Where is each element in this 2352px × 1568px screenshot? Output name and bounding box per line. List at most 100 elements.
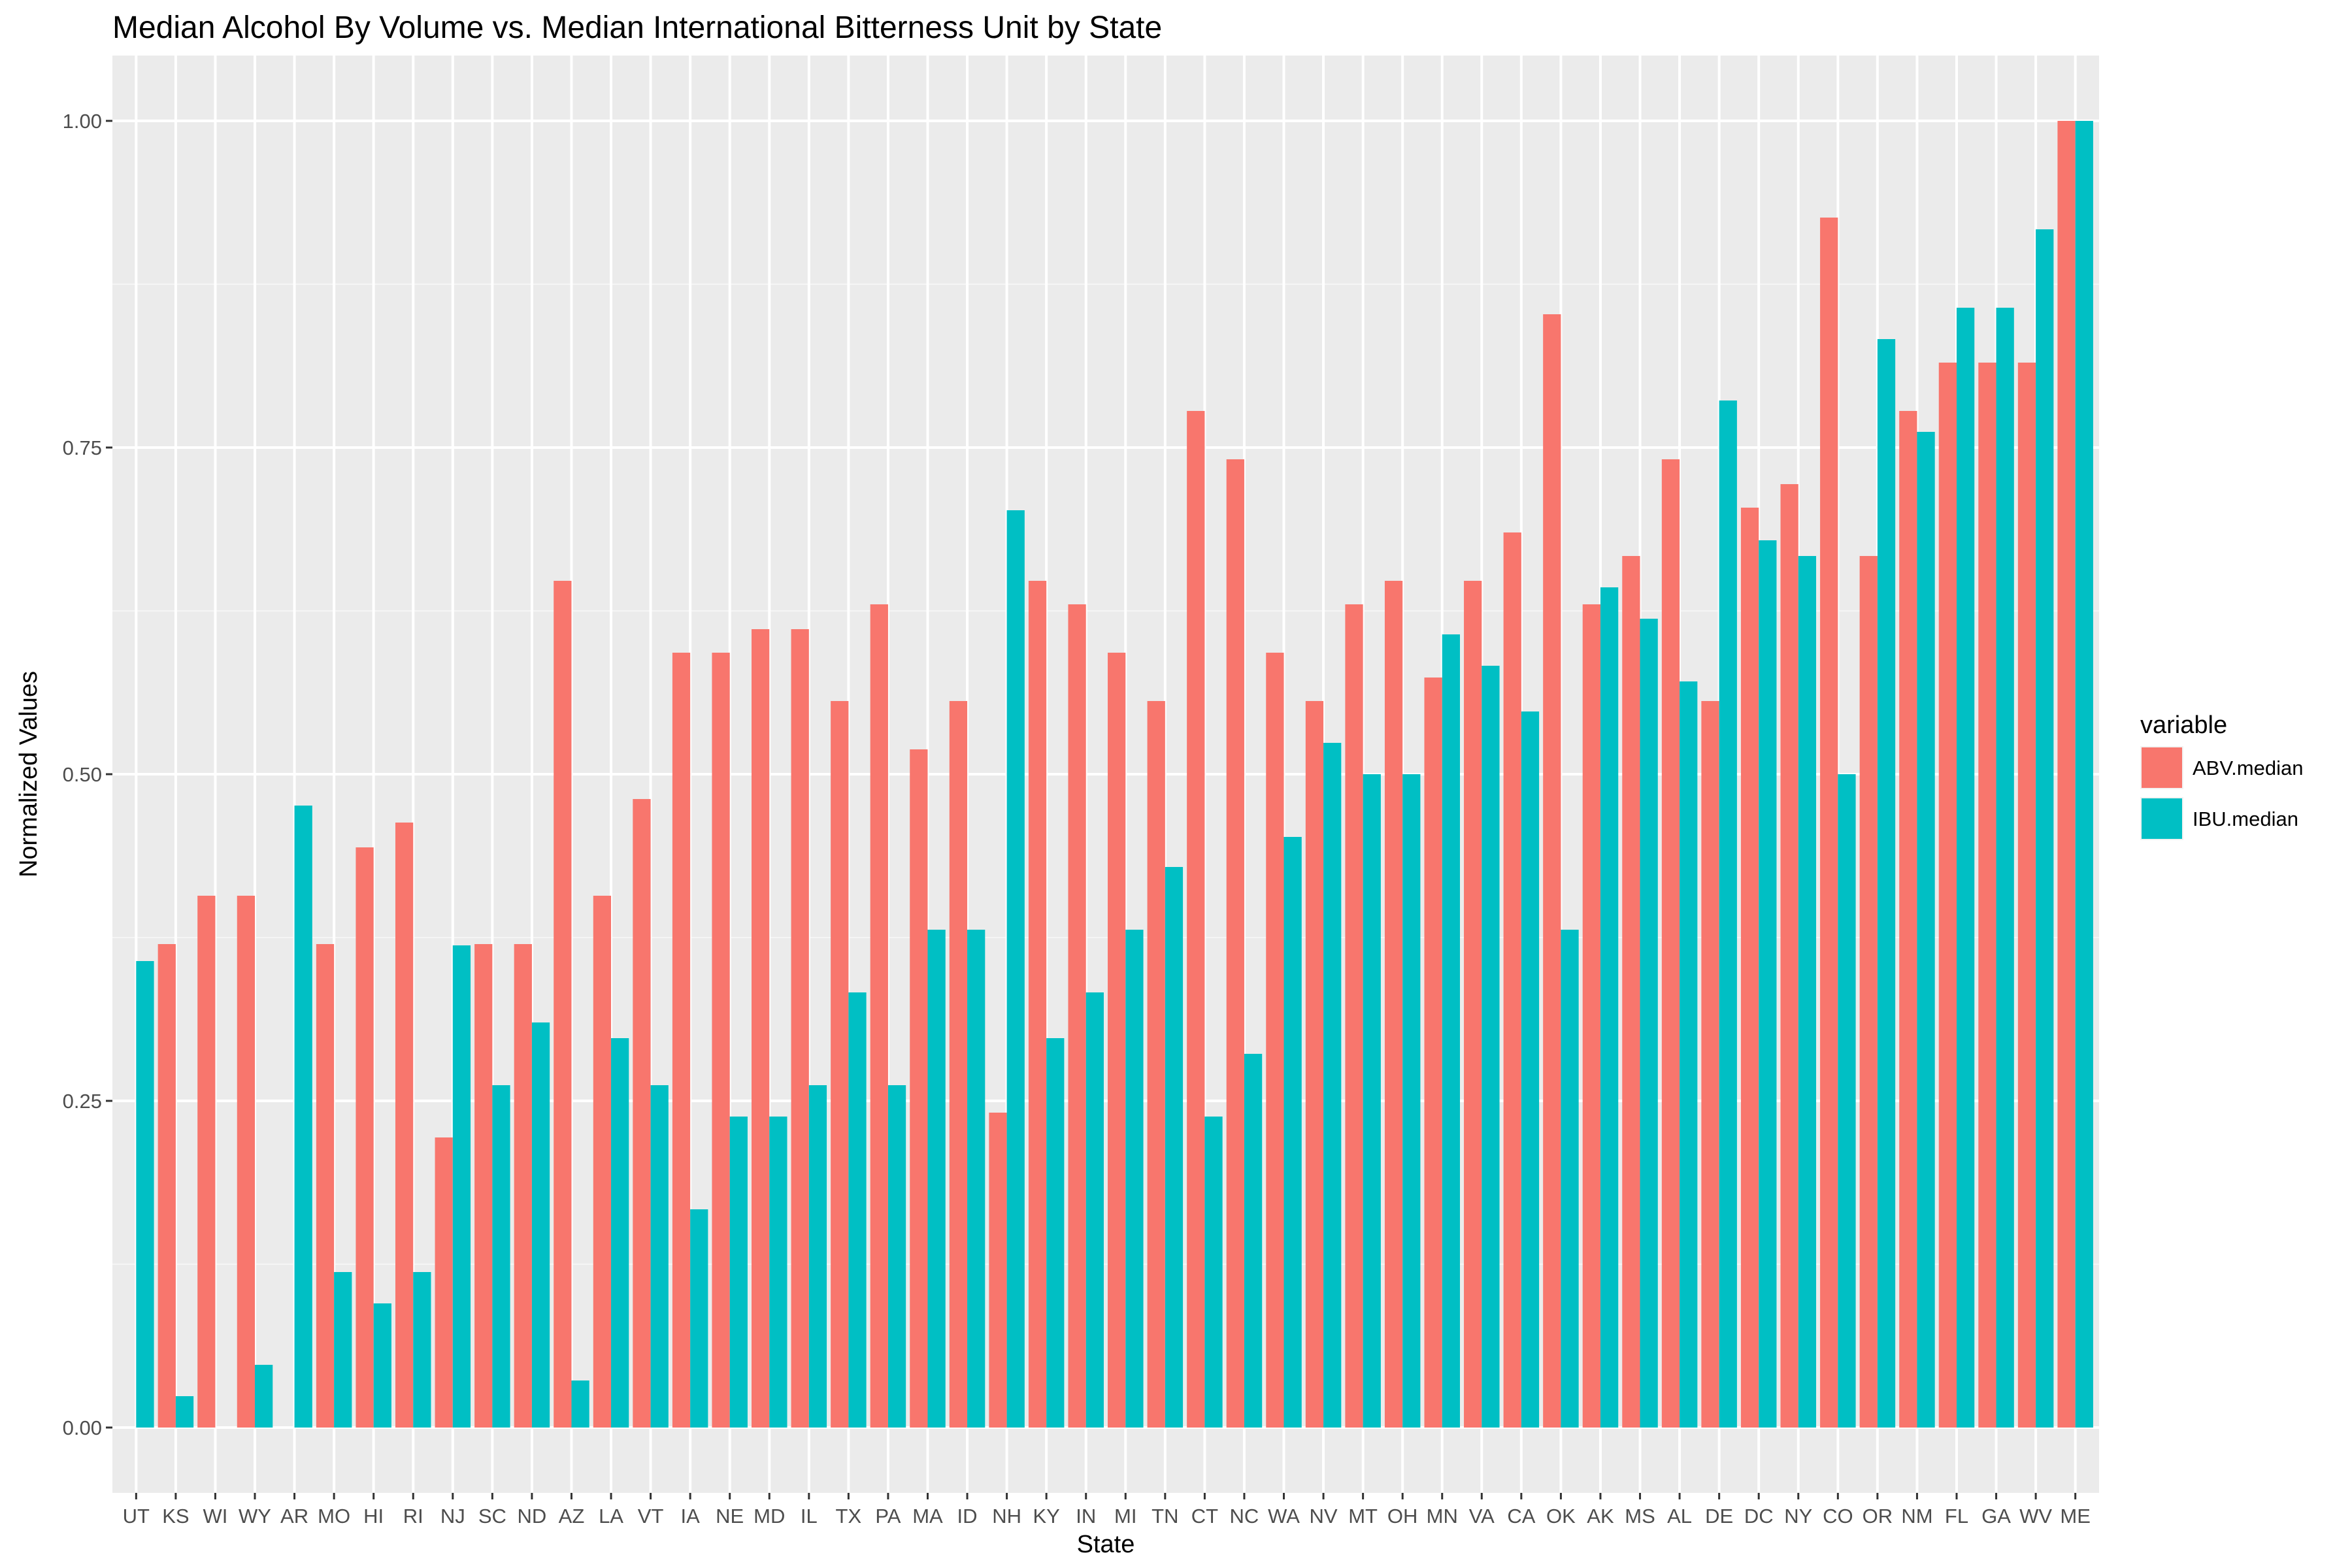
bar-ibu-mi xyxy=(1125,930,1144,1428)
bar-abv-in xyxy=(1068,604,1086,1428)
x-tick-label-co: CO xyxy=(1823,1505,1853,1527)
bar-ibu-va xyxy=(1482,666,1500,1428)
bar-abv-ga xyxy=(1978,363,1996,1428)
bar-ibu-nv xyxy=(1323,743,1342,1428)
bar-abv-mi xyxy=(1108,653,1126,1428)
x-tick-label-vt: VT xyxy=(638,1505,664,1527)
bar-ibu-de xyxy=(1719,400,1737,1428)
bar-abv-pa xyxy=(870,604,888,1428)
bar-abv-ks xyxy=(157,944,176,1428)
bar-ibu-fl xyxy=(1956,308,1975,1428)
bar-ibu-id xyxy=(967,930,986,1428)
bar-ibu-la xyxy=(611,1038,629,1428)
y-tick-label: 0.50 xyxy=(63,763,102,786)
bar-ibu-ri xyxy=(413,1272,431,1428)
bar-abv-wa xyxy=(1266,653,1284,1428)
legend: variable ABV.median IBU.median xyxy=(2140,711,2303,840)
bar-ibu-ca xyxy=(1521,711,1540,1428)
y-axis: 0.00 0.25 0.50 0.75 1.00 xyxy=(63,110,112,1439)
x-tick-label-ar: AR xyxy=(280,1505,308,1527)
bar-ibu-wy xyxy=(255,1365,273,1428)
bar-ibu-mt xyxy=(1363,774,1381,1428)
bar-ibu-al xyxy=(1680,681,1698,1428)
x-tick-label-wy: WY xyxy=(239,1505,271,1527)
bar-ibu-ga xyxy=(1996,308,2014,1428)
x-tick-label-ms: MS xyxy=(1625,1505,1655,1527)
bar-ibu-oh xyxy=(1402,774,1421,1428)
x-tick-label-dc: DC xyxy=(1744,1505,1774,1527)
bar-abv-de xyxy=(1701,701,1719,1428)
bar-abv-wi xyxy=(197,896,216,1428)
bar-abv-nm xyxy=(1899,411,1917,1428)
bar-ibu-az xyxy=(571,1380,589,1428)
bar-ibu-in xyxy=(1085,992,1104,1428)
x-tick-label-il: IL xyxy=(801,1505,818,1527)
bar-ibu-vt xyxy=(650,1085,669,1428)
bar-ibu-nd xyxy=(531,1022,550,1428)
bar-abv-nv xyxy=(1305,701,1324,1428)
x-axis: UT KS WI WY AR MO HI RI NJ SC ND AZ LA VT IA NE MD IL TX PA… xyxy=(123,1493,2091,1527)
bar-abv-tn xyxy=(1147,701,1165,1428)
bar-ibu-sc xyxy=(492,1085,510,1428)
bar-abv-ne xyxy=(712,653,730,1428)
bar-ibu-ut xyxy=(136,961,154,1428)
bar-ibu-ks xyxy=(175,1396,194,1428)
x-tick-label-ri: RI xyxy=(403,1505,423,1527)
x-tick-label-nv: NV xyxy=(1310,1505,1338,1527)
y-tick-label: 0.75 xyxy=(63,436,102,459)
bar-abv-hi xyxy=(356,847,374,1428)
bar-abv-me xyxy=(2057,121,2076,1428)
bar-abv-or xyxy=(1859,556,1878,1428)
bar-abv-wv xyxy=(2017,363,2036,1428)
bar-abv-ma xyxy=(910,749,928,1428)
bar-ibu-tx xyxy=(848,992,867,1428)
x-tick-label-nj: NJ xyxy=(440,1505,465,1527)
bar-ibu-co xyxy=(1838,774,1856,1428)
bar-ibu-nj xyxy=(452,945,471,1428)
bar-ibu-wa xyxy=(1284,837,1302,1428)
bar-abv-mt xyxy=(1345,604,1363,1428)
x-tick-label-mn: MN xyxy=(1427,1505,1458,1527)
bar-ibu-md xyxy=(769,1117,787,1428)
bar-abv-ri xyxy=(395,823,414,1428)
x-tick-label-tx: TX xyxy=(836,1505,862,1527)
bar-abv-co xyxy=(1820,218,1838,1428)
bar-ibu-pa xyxy=(887,1085,906,1428)
bar-abv-ky xyxy=(1028,581,1047,1428)
x-tick-label-ne: NE xyxy=(716,1505,744,1527)
x-tick-label-ak: AK xyxy=(1587,1505,1614,1527)
bar-abv-md xyxy=(752,629,770,1428)
bar-ibu-dc xyxy=(1759,540,1777,1428)
bar-abv-ia xyxy=(672,653,691,1428)
bar-ibu-me xyxy=(2075,121,2093,1428)
bar-ibu-mn xyxy=(1442,634,1460,1428)
legend-label-abv-median: ABV.median xyxy=(2193,757,2303,779)
bar-abv-ak xyxy=(1582,604,1600,1428)
x-tick-label-hi: HI xyxy=(363,1505,384,1527)
x-tick-label-nc: NC xyxy=(1230,1505,1259,1527)
x-tick-label-md: MD xyxy=(754,1505,785,1527)
bar-ibu-il xyxy=(808,1085,827,1428)
x-tick-label-ky: KY xyxy=(1033,1505,1059,1527)
bar-abv-sc xyxy=(474,944,493,1428)
legend-key-ibu-median xyxy=(2142,798,2182,839)
x-tick-label-fl: FL xyxy=(1945,1505,1968,1527)
x-tick-label-ut: UT xyxy=(123,1505,150,1527)
bar-ibu-tn xyxy=(1165,867,1184,1428)
bar-abv-ca xyxy=(1503,532,1521,1428)
bar-abv-ct xyxy=(1187,411,1205,1428)
bar-abv-il xyxy=(791,629,809,1428)
bar-abv-nj xyxy=(435,1137,453,1428)
x-tick-label-oh: OH xyxy=(1387,1505,1418,1527)
bar-ibu-nm xyxy=(1917,432,1935,1428)
chart-title: Median Alcohol By Volume vs. Median Inte… xyxy=(112,10,1162,45)
bar-ibu-ar xyxy=(294,806,312,1428)
x-tick-label-ok: OK xyxy=(1546,1505,1576,1527)
x-tick-label-wi: WI xyxy=(203,1505,228,1527)
bar-ibu-ok xyxy=(1561,930,1579,1428)
x-tick-label-pa: PA xyxy=(875,1505,901,1527)
bar-ibu-mo xyxy=(334,1272,352,1428)
x-tick-label-al: AL xyxy=(1667,1505,1692,1527)
bar-abv-ny xyxy=(1780,484,1798,1428)
